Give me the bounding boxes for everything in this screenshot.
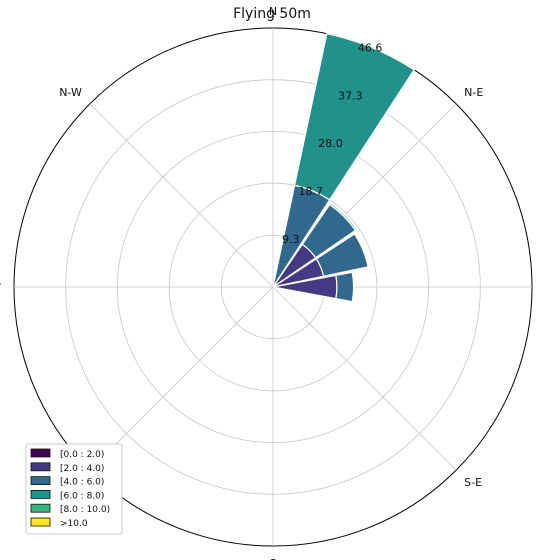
legend-label-2: [4.0 : 6.0) xyxy=(60,478,104,488)
direction-label-N-W: N-W xyxy=(59,86,82,99)
direction-label-N-E: N-E xyxy=(464,86,483,99)
radial-tick-label: 37.3 xyxy=(338,89,363,102)
bar-sector-3-bin-2 xyxy=(335,271,355,303)
legend-label-5: >10.0 xyxy=(60,519,88,529)
legend-swatch-4 xyxy=(30,503,51,513)
radial-tick-label: 46.6 xyxy=(358,42,383,55)
direction-label-W: W xyxy=(0,281,1,294)
grid-spoke xyxy=(89,103,274,288)
legend-swatch-0 xyxy=(30,448,51,458)
radial-tick-labels: 9.3 18.7 28.0 37.3 46.6 xyxy=(282,42,382,247)
direction-label-S: S xyxy=(270,557,277,560)
radial-tick-label: 28.0 xyxy=(318,137,343,150)
direction-labels: NN-EES-ESS-WWN-W xyxy=(0,5,483,560)
legend-swatch-3 xyxy=(30,489,51,499)
polar-grid xyxy=(13,27,533,547)
direction-label-S-E: S-E xyxy=(464,476,482,489)
bar-sector-1-bin-4 xyxy=(328,202,358,232)
legend-label-3: [6.0 : 8.0) xyxy=(60,491,104,501)
direction-label-N: N xyxy=(269,5,277,18)
radial-tick-label: 18.7 xyxy=(299,185,324,198)
wind-bars xyxy=(272,32,415,303)
legend-swatch-5 xyxy=(30,517,51,527)
bar-sector-0-bin-3 xyxy=(293,32,415,201)
chart-legend: [0.0 : 2.0) [2.0 : 4.0) [4.0 : 6.0) [6.0 : … xyxy=(25,443,123,535)
legend-swatch-1 xyxy=(30,462,51,472)
grid-spoke xyxy=(272,286,457,471)
grid-spoke xyxy=(89,286,274,471)
radial-tick-label: 9.3 xyxy=(282,233,300,246)
legend-label-4: [8.0 : 10.0) xyxy=(60,505,110,515)
chart-title: Flying 50m xyxy=(233,6,311,22)
legend-swatch-2 xyxy=(30,476,51,486)
legend-label-1: [2.0 : 4.0) xyxy=(60,464,104,474)
legend-label-0: [0.0 : 2.0) xyxy=(60,450,104,460)
bar-sector-2-bin-2 xyxy=(315,233,369,277)
